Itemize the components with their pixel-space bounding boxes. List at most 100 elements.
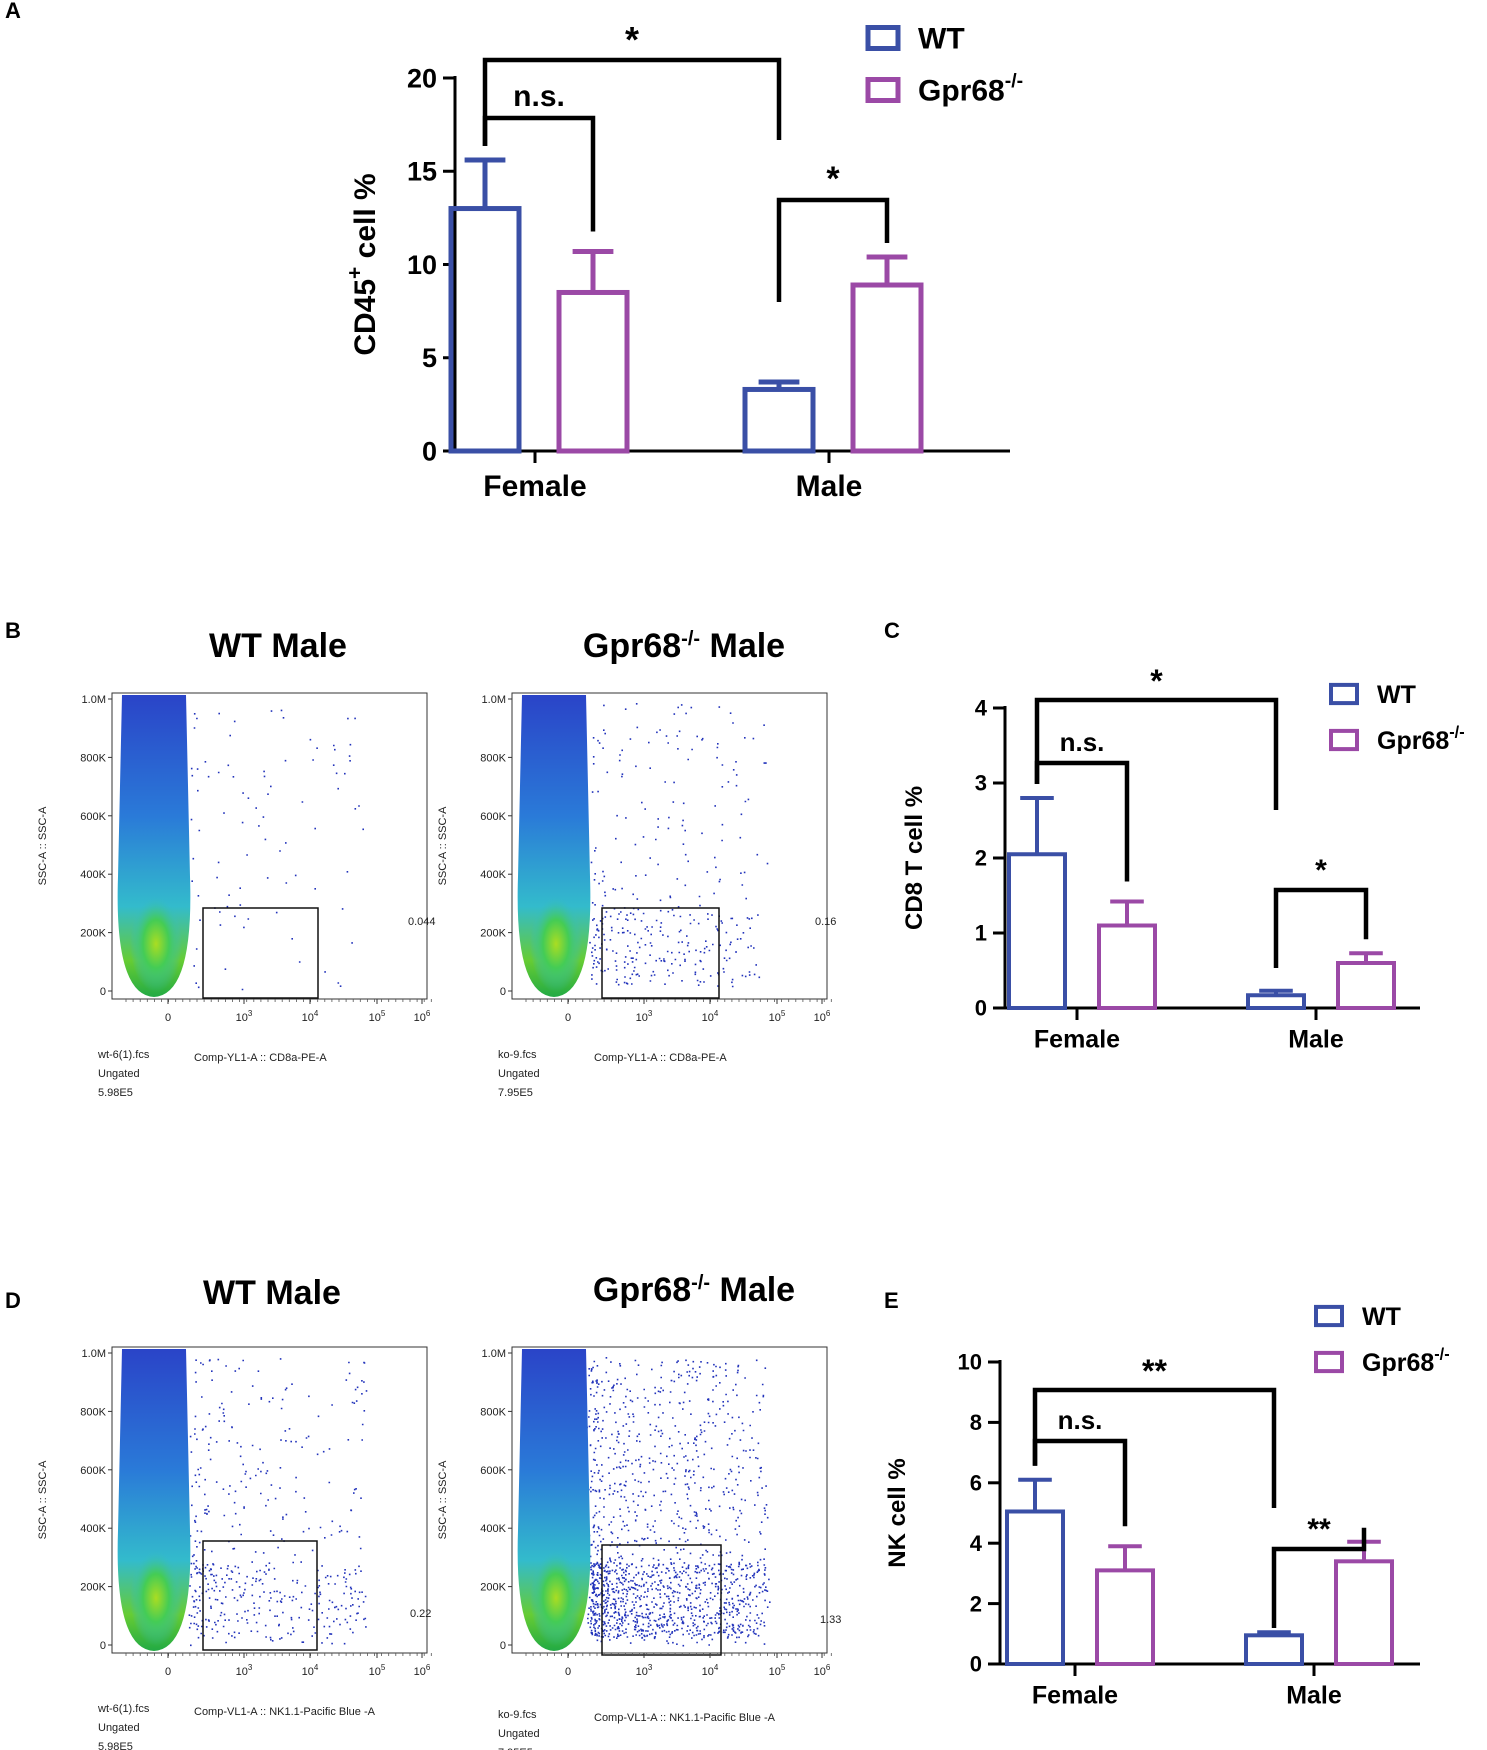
flow-file-name: ko-9.fcs: [498, 1709, 537, 1721]
flow-x-tick-label: 104: [302, 1663, 319, 1678]
flow-y-tick-label: 800K: [80, 1406, 106, 1418]
flow-x-tick-label: 103: [236, 1663, 253, 1678]
flow-plot-b-ko: Gpr68-/- Male 0.16 0 200K 400K 600K 800K 1.0M SS…: [437, 627, 836, 1099]
legend-swatch-wt: [1329, 682, 1359, 706]
population-core: [130, 1549, 182, 1646]
y-tick-label: 5: [422, 343, 437, 373]
flow-event-count: 7.95E5: [498, 1087, 533, 1099]
flow-gating: Ungated: [98, 1722, 140, 1734]
flow-x-tick-label: 0: [565, 1666, 571, 1678]
legend: WT Gpr68-/-: [865, 23, 1023, 108]
category-label: Female: [1032, 1682, 1118, 1710]
significance-bracket: [1034, 697, 1279, 810]
y-tick-label: 1: [975, 921, 987, 946]
flow-plot-b-wt: WT Male 0.044 0 200K 400K 600K 800K 1.0M SSC-A :…: [37, 627, 436, 1099]
legend-label-wt: WT: [1377, 681, 1416, 709]
y-tick-label: 0: [975, 996, 987, 1021]
flow-x-tick-label: 105: [369, 1663, 386, 1678]
flow-x-tick-label: 106: [814, 1663, 831, 1678]
panel-letter-e: E: [884, 1288, 899, 1313]
flow-y-tick-label: 400K: [480, 869, 506, 881]
significance-label: n.s.: [513, 80, 565, 113]
gate-rectangle[interactable]: [601, 907, 720, 999]
flow-y-param: SSC-A :: SSC-A: [437, 806, 449, 886]
flow-y-tick-label: 600K: [480, 811, 506, 823]
flow-plots: WT Male 0.044 0 200K 400K 600K 800K 1.0M SSC-A :…: [37, 627, 841, 1750]
flow-y-tick-label: 600K: [480, 1465, 506, 1477]
flow-y-tick-label: 400K: [480, 1523, 506, 1535]
flow-plot-title: WT Male: [203, 1274, 341, 1312]
bar-wt: [742, 386, 816, 454]
flow-x-tick-label: 104: [302, 1009, 319, 1024]
bar-ko: [1336, 961, 1396, 1010]
bar-wt: [1005, 1509, 1065, 1666]
flow-gating: Ungated: [98, 1068, 140, 1080]
bar-wt: [1244, 1633, 1304, 1667]
flow-file-name: wt-6(1).fcs: [97, 1703, 150, 1715]
flow-file-name: wt-6(1).fcs: [97, 1049, 150, 1061]
gate-rectangle[interactable]: [601, 1544, 722, 1656]
flow-y-param: SSC-A :: SSC-A: [37, 1460, 49, 1540]
flow-x-tick-label: 103: [636, 1009, 653, 1024]
flow-y-tick-label: 200K: [80, 928, 106, 940]
legend-swatch-ko: [1329, 728, 1359, 752]
population-core: [530, 1549, 582, 1646]
gate-percentage: 0.22: [410, 1608, 431, 1620]
flow-y-tick-label: 200K: [80, 1582, 106, 1594]
flow-y-tick-label: 200K: [480, 928, 506, 940]
flow-event-count: 7.95E5: [498, 1747, 533, 1750]
category-label: Male: [796, 470, 863, 503]
category-label: Male: [1286, 1682, 1342, 1710]
flow-y-tick-label: 800K: [480, 752, 506, 764]
flow-plot-title: Gpr68-/- Male: [593, 1271, 795, 1309]
category-label: Female: [1034, 1026, 1120, 1054]
y-axis-label: CD45+ cell %: [344, 173, 383, 355]
bar-ko: [1095, 1568, 1155, 1667]
legend-swatch-wt: [1314, 1304, 1344, 1328]
gate-rectangle[interactable]: [202, 1540, 318, 1651]
significance-bracket: [1032, 1438, 1128, 1527]
flow-event-count: 5.98E5: [98, 1741, 133, 1750]
flow-y-tick-label: 1.0M: [482, 694, 506, 706]
flow-y-tick-label: 800K: [480, 1406, 506, 1418]
y-tick-label: 0: [422, 436, 437, 466]
population-core: [130, 895, 182, 992]
bar-wt: [1246, 993, 1306, 1010]
flow-y-tick-label: 600K: [80, 1465, 106, 1477]
flow-y-tick-label: 400K: [80, 869, 106, 881]
significance-bracket: [1273, 887, 1369, 968]
y-tick-label: 0: [970, 1652, 982, 1677]
significance-label: *: [826, 160, 840, 198]
category-label: Female: [483, 470, 586, 503]
bar-wt: [448, 206, 522, 454]
panel-letter-a: A: [5, 0, 21, 23]
legend-label-ko: Gpr68-/-: [1377, 724, 1465, 755]
flow-x-tick-label: 105: [769, 1009, 786, 1024]
flow-x-tick-label: 0: [165, 1666, 171, 1678]
gate-percentage: 1.33: [820, 1614, 841, 1626]
flow-x-param: Comp-YL1-A :: CD8a-PE-A: [194, 1052, 327, 1064]
flow-y-tick-label: 0: [500, 1640, 506, 1652]
flow-x-tick-label: 0: [565, 1012, 571, 1024]
y-tick-label: 3: [975, 771, 987, 796]
flow-event-count: 5.98E5: [98, 1087, 133, 1099]
flow-x-tick-label: 106: [414, 1009, 431, 1024]
flow-y-tick-label: 1.0M: [82, 1348, 106, 1360]
significance-label: n.s.: [1058, 1405, 1103, 1435]
flow-y-tick-label: 200K: [480, 1582, 506, 1594]
flow-plot-title: Gpr68-/- Male: [583, 627, 785, 665]
y-tick-label: 2: [975, 846, 987, 871]
flow-x-tick-label: 103: [636, 1663, 653, 1678]
flow-x-param: Comp-VL1-A :: NK1.1-Pacific Blue -A: [194, 1706, 376, 1718]
significance-label: n.s.: [1060, 727, 1105, 757]
legend: WT Gpr68-/-: [1329, 681, 1465, 755]
flow-y-tick-label: 1.0M: [82, 694, 106, 706]
flow-y-tick-label: 600K: [80, 811, 106, 823]
gate-rectangle[interactable]: [202, 907, 319, 999]
flow-x-tick-label: 104: [702, 1009, 719, 1024]
significance-bracket: [1271, 1527, 1367, 1628]
gate-percentage: 0.044: [408, 916, 436, 928]
flow-x-tick-label: 0: [165, 1012, 171, 1024]
